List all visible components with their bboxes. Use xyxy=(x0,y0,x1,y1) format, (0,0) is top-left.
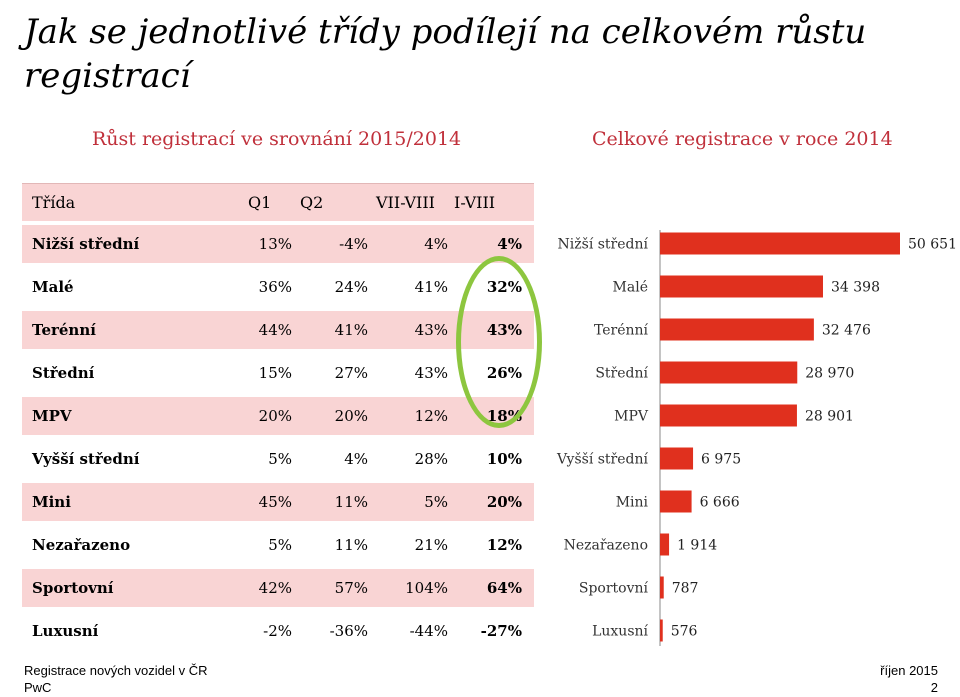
bar-category-label: Nižší střední xyxy=(558,236,649,253)
bar-category-label: Malé xyxy=(613,280,648,296)
row-class-name: MPV xyxy=(32,407,72,425)
row-q1: 13% xyxy=(258,235,292,253)
bar-value-label: 50 651 xyxy=(908,237,957,253)
highlight-ellipse xyxy=(456,256,542,428)
row-class-name: Nižší střední xyxy=(32,235,140,253)
row-q2: 11% xyxy=(334,493,368,511)
bar-value-label: 787 xyxy=(672,581,699,597)
row-i-viii: 64% xyxy=(486,579,522,597)
bar-value-label: 576 xyxy=(671,624,698,640)
table-row: Mini 45% 11% 5% 20% xyxy=(22,483,534,521)
chart-subtitle: Celkové registrace v roce 2014 xyxy=(592,128,893,150)
bar-value-label: 28 901 xyxy=(805,409,854,425)
footer-date: říjen 2015 xyxy=(880,663,938,678)
bar xyxy=(660,361,798,384)
row-vii-viii: 5% xyxy=(424,493,448,511)
row-vii-viii: 43% xyxy=(414,364,448,382)
row-q1: 15% xyxy=(258,364,292,382)
row-class-name: Sportovní xyxy=(32,579,114,597)
bar xyxy=(660,490,692,513)
table-row: Nižší střední 13% -4% 4% 4% xyxy=(22,225,534,263)
row-vii-viii: 43% xyxy=(414,321,448,339)
bar-value-label: 1 914 xyxy=(677,538,717,554)
bar xyxy=(660,576,664,599)
bar-category-label: Střední xyxy=(595,366,648,382)
row-q1: 20% xyxy=(258,407,292,425)
row-i-viii: -27% xyxy=(480,622,522,640)
row-vii-viii: -44% xyxy=(409,622,448,640)
table-row: Nezařazeno 5% 11% 21% 12% xyxy=(22,526,534,564)
bar xyxy=(660,619,663,642)
bar-category-label: Terénní xyxy=(594,323,649,339)
bar-category-label: Nezařazeno xyxy=(564,538,648,554)
row-q2: 20% xyxy=(334,407,368,425)
row-class-name: Malé xyxy=(32,278,74,296)
table-row: Luxusní -2% -36% -44% -27% xyxy=(22,612,534,650)
row-q2: 57% xyxy=(334,579,368,597)
row-q1: 44% xyxy=(258,321,292,339)
table-row: Vyšší střední 5% 4% 28% 10% xyxy=(22,440,534,478)
row-q1: -2% xyxy=(263,622,292,640)
bar xyxy=(660,447,694,470)
row-vii-viii: 12% xyxy=(414,407,448,425)
table-subtitle: Růst registrací ve srovnání 2015/2014 xyxy=(92,128,462,150)
row-class-name: Nezařazeno xyxy=(32,536,131,554)
row-class-name: Terénní xyxy=(32,321,96,339)
footer-company: PwC xyxy=(24,680,52,695)
row-vii-viii: 4% xyxy=(424,235,448,253)
bar-value-label: 32 476 xyxy=(822,323,871,339)
footer-page-number: 2 xyxy=(930,680,938,695)
row-class-name: Vyšší střední xyxy=(32,450,140,468)
header-q1: Q1 xyxy=(248,193,272,212)
bar xyxy=(660,275,823,298)
registrations-bar-chart: Nižší střední 50 651 Malé 34 398 Terénní 32 4… xyxy=(556,230,957,646)
row-i-viii: 4% xyxy=(497,235,522,253)
bar-category-label: Sportovní xyxy=(579,581,649,597)
row-q2: 4% xyxy=(344,450,368,468)
bar-value-label: 6 666 xyxy=(700,495,740,511)
row-q2: 11% xyxy=(334,536,368,554)
header-q2: Q2 xyxy=(300,193,324,212)
table-row: Malé 36% 24% 41% 32% xyxy=(22,268,534,306)
row-class-name: Luxusní xyxy=(32,622,99,640)
row-q2: -36% xyxy=(329,622,368,640)
bar-category-label: MPV xyxy=(614,409,649,425)
bar-category-label: Luxusní xyxy=(592,624,648,640)
header-vii-viii: VII-VIII xyxy=(376,193,435,212)
row-q1: 5% xyxy=(268,450,292,468)
row-q2: 24% xyxy=(334,278,368,296)
table-header: Třída Q1 Q2 VII-VIII I-VIII xyxy=(22,183,534,221)
bar xyxy=(660,404,797,427)
bar xyxy=(660,533,670,556)
row-q2: 41% xyxy=(334,321,368,339)
row-i-viii: 10% xyxy=(486,450,522,468)
row-q1: 36% xyxy=(258,278,292,296)
row-q1: 5% xyxy=(268,536,292,554)
bar-value-label: 34 398 xyxy=(831,280,880,296)
footer-source: Registrace nových vozidel v ČR xyxy=(24,663,208,678)
bar xyxy=(660,232,900,255)
bar xyxy=(660,318,814,341)
row-q2: -4% xyxy=(339,235,368,253)
row-vii-viii: 21% xyxy=(414,536,448,554)
header-class: Třída xyxy=(32,193,76,212)
table-row: Sportovní 42% 57% 104% 64% xyxy=(22,569,534,607)
row-q1: 42% xyxy=(258,579,292,597)
row-vii-viii: 104% xyxy=(405,579,448,597)
row-q1: 45% xyxy=(258,493,292,511)
row-q2: 27% xyxy=(334,364,368,382)
bar-value-label: 28 970 xyxy=(805,366,854,382)
row-vii-viii: 28% xyxy=(414,450,448,468)
row-class-name: Střední xyxy=(32,364,95,382)
table-row: MPV 20% 20% 12% 18% xyxy=(22,397,534,435)
bar-category-label: Vyšší střední xyxy=(556,451,649,468)
row-vii-viii: 41% xyxy=(414,278,448,296)
bar-value-label: 6 975 xyxy=(701,452,741,468)
row-i-viii: 12% xyxy=(486,536,522,554)
row-i-viii: 20% xyxy=(486,493,522,511)
row-class-name: Mini xyxy=(32,493,71,511)
header-i-viii: I-VIII xyxy=(454,193,496,212)
bar-category-label: Mini xyxy=(616,495,649,511)
page-title: Jak se jednotlivé třídy podílejí na celk… xyxy=(24,12,867,96)
